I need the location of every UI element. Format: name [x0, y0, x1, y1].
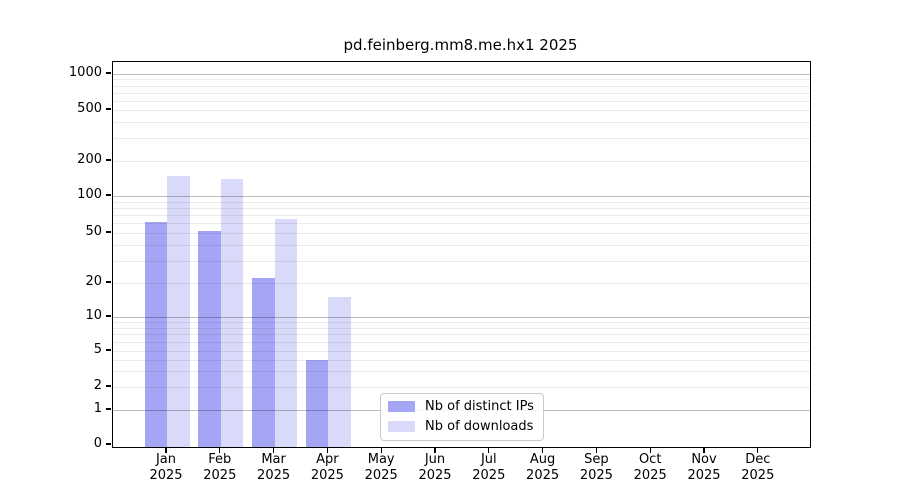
- y-tick-mark: [106, 108, 111, 110]
- legend-label-downloads: Nb of downloads: [425, 419, 534, 434]
- bar-downloads-apr: [328, 297, 351, 447]
- bar-distinct-ips-jan: [144, 221, 167, 447]
- y-tick-mark: [106, 194, 111, 196]
- x-tick-label-sep: Sep 2025: [579, 452, 613, 483]
- bars-layer: [113, 62, 810, 447]
- chart-title: pd.feinberg.mm8.me.hx1 2025: [343, 36, 578, 54]
- x-tick-label-dec: Dec 2025: [741, 452, 775, 483]
- x-tick-label-aug: Aug 2025: [526, 452, 560, 483]
- y-tick-mark: [106, 385, 111, 387]
- x-tick-label-may: May 2025: [364, 452, 398, 483]
- y-tick-label: 100: [77, 187, 102, 202]
- legend-label-distinct-ips: Nb of distinct IPs: [425, 399, 534, 414]
- legend-swatch-distinct-ips: [388, 401, 415, 412]
- x-tick-label-jul: Jul 2025: [472, 452, 506, 483]
- bar-distinct-ips-feb: [198, 230, 221, 447]
- x-tick-mark: [380, 448, 382, 453]
- y-tick-label: 200: [77, 152, 102, 167]
- y-tick-mark: [106, 231, 111, 233]
- y-tick-mark: [106, 408, 111, 410]
- legend-swatch-downloads: [388, 421, 415, 432]
- x-tick-label-mar: Mar 2025: [257, 452, 291, 483]
- bar-downloads-feb: [220, 179, 244, 447]
- x-tick-mark: [219, 448, 221, 453]
- x-tick-mark: [703, 448, 705, 453]
- x-tick-mark: [649, 448, 651, 453]
- y-tick-mark: [106, 159, 111, 161]
- x-tick-mark: [165, 448, 167, 453]
- x-tick-label-nov: Nov 2025: [687, 452, 721, 483]
- legend-item-distinct-ips: Nb of distinct IPs: [388, 399, 534, 414]
- y-tick-label: 0: [93, 436, 102, 451]
- y-tick-mark: [106, 443, 111, 445]
- bar-distinct-ips-apr: [305, 359, 329, 447]
- x-tick-mark: [434, 448, 436, 453]
- bar-downloads-jan: [167, 175, 190, 447]
- y-tick-label: 20: [85, 274, 102, 289]
- y-tick-label: 50: [85, 224, 102, 239]
- y-tick-label: 500: [77, 101, 102, 116]
- y-tick-mark: [106, 72, 111, 74]
- y-tick-mark: [106, 281, 111, 283]
- x-tick-mark: [595, 448, 598, 453]
- y-tick-label: 1: [93, 401, 102, 416]
- legend-item-downloads: Nb of downloads: [388, 419, 534, 434]
- x-tick-label-feb: Feb 2025: [203, 452, 237, 483]
- x-tick-label-apr: Apr 2025: [310, 452, 344, 483]
- plot-area: [112, 61, 811, 448]
- x-tick-mark: [272, 448, 275, 453]
- y-tick-mark: [106, 349, 111, 351]
- x-tick-mark: [757, 448, 759, 453]
- legend: Nb of distinct IPs Nb of downloads: [380, 393, 544, 441]
- bar-downloads-mar: [274, 219, 298, 447]
- y-tick-label: 2: [93, 378, 102, 393]
- x-tick-mark: [488, 448, 490, 453]
- x-tick-label-jan: Jan 2025: [149, 452, 183, 483]
- bar-distinct-ips-mar: [252, 277, 275, 447]
- y-tick-label: 5: [93, 342, 102, 357]
- x-tick-mark: [541, 448, 544, 453]
- x-tick-label-oct: Oct 2025: [633, 452, 667, 483]
- y-tick-mark: [106, 315, 111, 317]
- x-tick-mark: [326, 448, 329, 453]
- y-tick-label: 10: [85, 308, 102, 323]
- y-tick-label: 1000: [68, 65, 102, 80]
- x-tick-label-jun: Jun 2025: [418, 452, 452, 483]
